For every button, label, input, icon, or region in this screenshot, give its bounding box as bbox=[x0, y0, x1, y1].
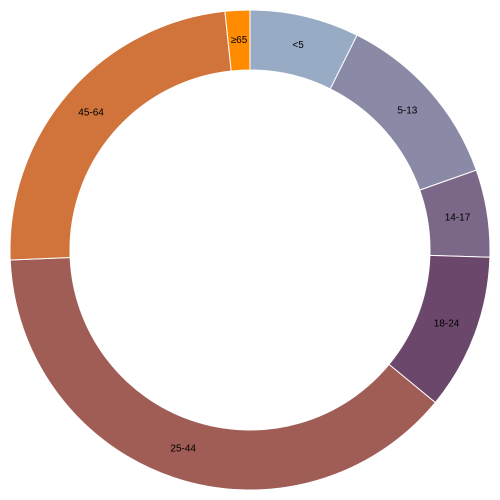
slice-label: 14-17 bbox=[445, 212, 471, 223]
slice-label: <5 bbox=[292, 40, 304, 51]
slice bbox=[9, 10, 232, 261]
slice-label: 25-44 bbox=[170, 444, 196, 455]
slice bbox=[9, 256, 436, 491]
slice-label: 45-64 bbox=[78, 107, 104, 118]
slice-label: ≥65 bbox=[231, 35, 248, 46]
slice bbox=[224, 9, 251, 72]
slice-label: 18-24 bbox=[434, 318, 460, 329]
slice-label: 5-13 bbox=[397, 106, 417, 117]
